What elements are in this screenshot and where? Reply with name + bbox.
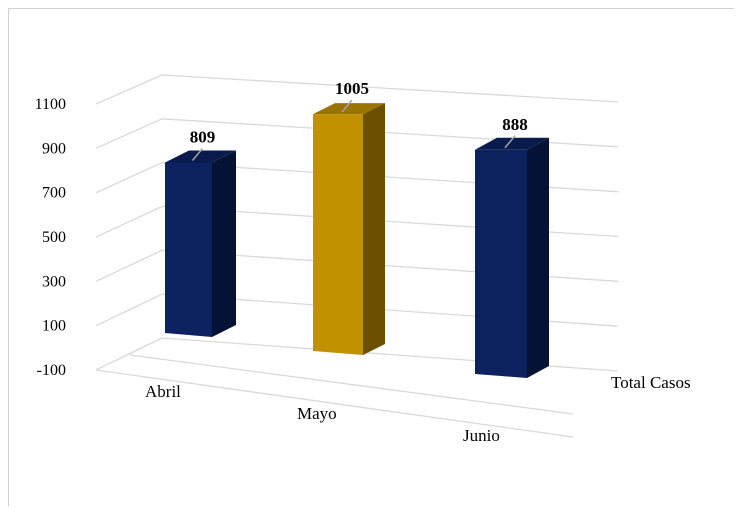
data-label-abril: 809 xyxy=(190,127,216,146)
gridline-side xyxy=(95,249,163,282)
gridline-back xyxy=(161,74,619,103)
bar-junio xyxy=(475,137,549,378)
bar-side-face xyxy=(363,103,385,355)
bar-front-face xyxy=(165,162,212,337)
y-tick-label: 700 xyxy=(42,185,66,202)
y-tick-label: 300 xyxy=(42,273,66,290)
gridline-side xyxy=(95,205,163,238)
bar-mayo xyxy=(313,103,385,355)
bar-top-face xyxy=(313,103,385,115)
data-label-leader xyxy=(191,147,204,161)
gridline-side xyxy=(95,162,163,194)
category-labels: Abril Mayo Junio xyxy=(145,382,500,445)
bar-top-face xyxy=(475,137,549,150)
chart-frame xyxy=(8,8,734,506)
floor-edge xyxy=(129,354,574,415)
gridline-side xyxy=(95,74,163,105)
data-label-mayo: 1005 xyxy=(335,79,369,98)
bars xyxy=(165,103,549,378)
gridline-side xyxy=(95,293,163,327)
gridline-back xyxy=(161,337,619,372)
category-label-junio: Junio xyxy=(463,426,500,445)
category-label-abril: Abril xyxy=(145,382,181,401)
data-label-junio: 888 xyxy=(502,115,528,134)
series-label-total-casos: Total Casos xyxy=(611,373,691,392)
bar-front-face xyxy=(475,149,527,378)
bar-front-face xyxy=(313,114,363,355)
bar-abril xyxy=(165,150,236,337)
y-axis-ticks: 1100 900 700 500 300 100 -100 xyxy=(35,96,66,379)
y-tick-label: 900 xyxy=(42,140,66,157)
gridline-side xyxy=(95,118,163,149)
y-tick-label: -100 xyxy=(37,362,66,379)
data-label-leader xyxy=(504,135,516,149)
y-tick-label: 500 xyxy=(42,229,66,246)
category-label-mayo: Mayo xyxy=(297,404,337,423)
data-label-leader xyxy=(341,99,353,113)
floor-edge xyxy=(95,369,574,438)
y-tick-label: 1100 xyxy=(35,96,66,113)
bar-side-face xyxy=(212,150,236,337)
y-tick-label: 100 xyxy=(42,318,66,335)
gridline-side xyxy=(95,337,163,371)
data-labels: 809 1005 888 xyxy=(190,79,528,161)
gridline-back xyxy=(161,118,619,148)
bar-top-face xyxy=(165,150,236,163)
bar-side-face xyxy=(527,137,549,378)
